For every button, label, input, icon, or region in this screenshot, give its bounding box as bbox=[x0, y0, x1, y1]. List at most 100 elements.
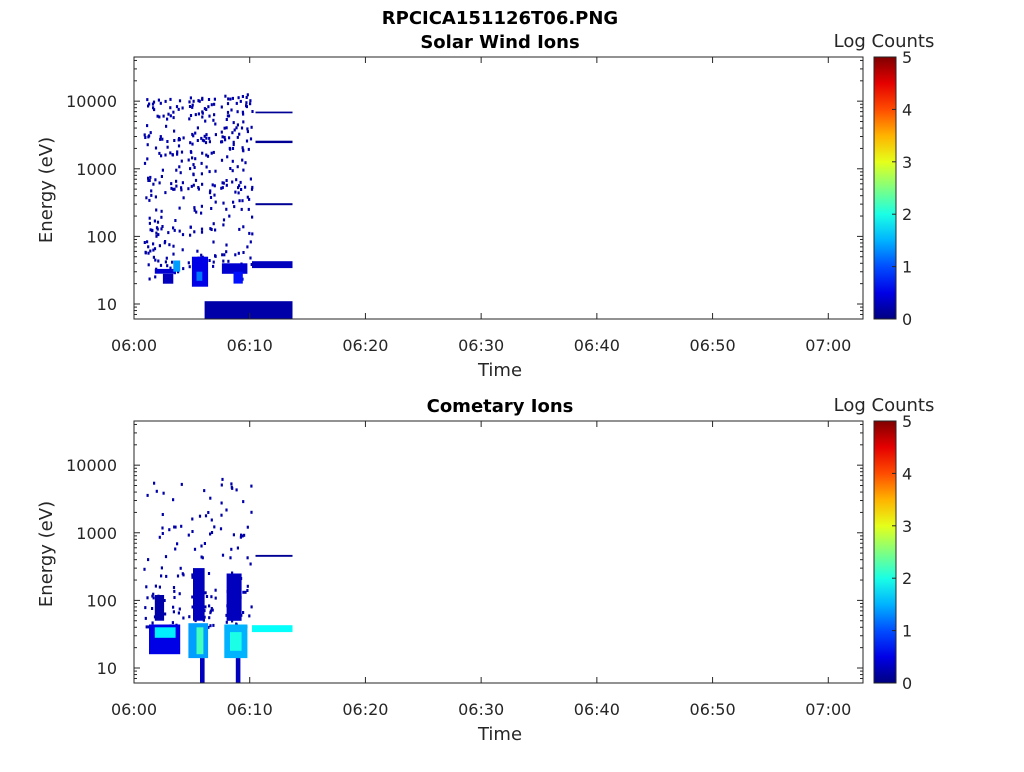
speckle-cell bbox=[222, 223, 225, 227]
plot-area: 06:00 06:10 06:20 06:30 06:40 06:50 07:0010100… bbox=[66, 412, 912, 719]
speckle-cell bbox=[234, 190, 237, 194]
heatmap-cell bbox=[226, 573, 242, 621]
colorbar-tick-label: 4 bbox=[902, 100, 912, 119]
speckle-cell bbox=[188, 100, 191, 104]
speckle-cell bbox=[209, 189, 212, 193]
panel-title: Solar Wind Ions bbox=[420, 32, 579, 53]
speckle-cell bbox=[203, 489, 206, 493]
speckle-cell bbox=[178, 206, 181, 210]
colorbar bbox=[873, 56, 897, 320]
speckle-cell bbox=[172, 610, 175, 614]
speckle-cell bbox=[167, 231, 170, 235]
speckle-cell bbox=[157, 233, 160, 237]
x-tick-label: 06:20 bbox=[342, 336, 388, 355]
y-tick-label: 1000 bbox=[76, 160, 117, 179]
speckle-cell bbox=[189, 167, 192, 171]
speckle-cell bbox=[161, 513, 164, 516]
speckle-cell bbox=[189, 96, 192, 100]
heatmap-cell bbox=[235, 658, 241, 683]
speckle-cell bbox=[212, 222, 215, 226]
colorbar-label: Log Counts bbox=[834, 395, 935, 416]
speckle-cell bbox=[246, 589, 249, 592]
speckle-cell bbox=[229, 556, 232, 560]
speckle-cell bbox=[194, 131, 197, 135]
speckle-cell bbox=[149, 249, 152, 253]
y-tick-label: 10 bbox=[97, 659, 117, 678]
speckle-cell bbox=[208, 191, 212, 195]
speckle-cell bbox=[148, 198, 151, 202]
speckle-cell bbox=[214, 588, 217, 592]
speckle-cell bbox=[191, 142, 194, 146]
speckle-cell bbox=[177, 144, 181, 148]
speckle-cell bbox=[245, 104, 248, 108]
speckle-cell bbox=[174, 525, 177, 529]
speckle-cell bbox=[231, 169, 234, 173]
speckle-cell bbox=[173, 596, 176, 599]
speckle-cell bbox=[147, 176, 150, 180]
heatmap-cell bbox=[252, 261, 293, 269]
speckle-cell bbox=[201, 110, 204, 114]
speckle-cell bbox=[225, 508, 228, 512]
speckle-cell bbox=[230, 485, 233, 489]
speckle-cell bbox=[221, 477, 224, 481]
speckle-cell bbox=[175, 105, 179, 109]
x-tick-label: 06:40 bbox=[574, 336, 620, 355]
speckle-cell bbox=[209, 611, 212, 615]
speckle-cell bbox=[190, 184, 193, 188]
heatmap-cell bbox=[221, 263, 248, 274]
speckle-cell bbox=[250, 605, 253, 609]
speckle-cell bbox=[212, 260, 215, 264]
speckle-cell bbox=[172, 226, 175, 230]
speckle-cell bbox=[232, 200, 235, 204]
speckle-cell bbox=[240, 207, 243, 211]
speckle-cell bbox=[178, 607, 181, 611]
speckle-cell bbox=[173, 525, 176, 529]
speckle-cell bbox=[236, 110, 239, 114]
speckle-cell bbox=[191, 103, 194, 107]
speckle-cell bbox=[239, 535, 242, 539]
speckle-cell bbox=[205, 133, 208, 137]
speckle-cell bbox=[221, 186, 224, 190]
speckle-cell bbox=[146, 157, 149, 161]
speckle-cell bbox=[226, 114, 229, 118]
speckle-cell bbox=[197, 99, 200, 103]
speckle-cell bbox=[165, 124, 168, 128]
heatmap-cell bbox=[154, 595, 165, 621]
speckle-cell bbox=[246, 130, 249, 134]
speckle-cell bbox=[174, 219, 177, 222]
speckle-cell bbox=[214, 169, 217, 173]
speckle-cell bbox=[200, 172, 203, 176]
heatmap-cell bbox=[196, 271, 203, 281]
speckle-cell bbox=[181, 233, 185, 237]
speckle-cell bbox=[198, 99, 201, 103]
speckle-cell bbox=[177, 611, 180, 615]
speckle-cell bbox=[200, 136, 203, 140]
speckle-cell bbox=[246, 127, 249, 131]
speckle-cell bbox=[196, 249, 199, 253]
figure-title: RPCICA151126T06.PNG bbox=[382, 8, 618, 29]
speckle-cell bbox=[220, 483, 223, 487]
speckle-cell bbox=[209, 227, 212, 231]
speckle-cell bbox=[178, 99, 182, 103]
speckle-cell bbox=[222, 181, 225, 185]
speckle-cell bbox=[231, 619, 234, 623]
speckle-cell bbox=[235, 488, 238, 492]
x-axis-label: Time bbox=[477, 360, 522, 381]
speckle-cell bbox=[200, 204, 203, 208]
speckle-cell bbox=[238, 199, 241, 203]
speckle-cell bbox=[214, 254, 217, 258]
speckle-cell bbox=[209, 496, 212, 500]
speckle-cell bbox=[150, 193, 153, 197]
x-tick-label: 06:20 bbox=[342, 700, 388, 719]
speckle-cell bbox=[194, 113, 197, 117]
speckle-cell bbox=[247, 207, 250, 211]
speckle-cell bbox=[225, 620, 228, 624]
speckle-cell bbox=[230, 547, 233, 551]
speckle-cell bbox=[249, 256, 252, 260]
colorbar-tick-label: 1 bbox=[902, 622, 912, 641]
speckle-cell bbox=[145, 625, 148, 629]
speckle-cell bbox=[220, 105, 223, 109]
speckle-cell bbox=[197, 186, 200, 189]
y-tick-label: 10000 bbox=[66, 92, 117, 111]
speckle-cell bbox=[158, 181, 161, 185]
